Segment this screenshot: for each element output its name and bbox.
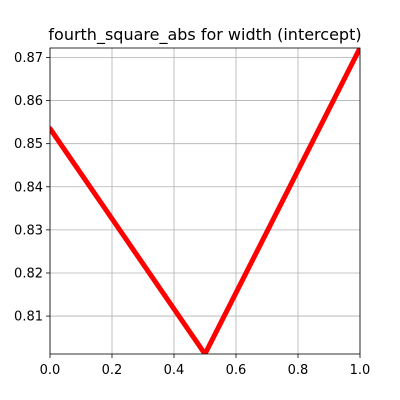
plot-frame bbox=[49, 47, 361, 355]
x-tick-label: 0.8 bbox=[288, 363, 309, 378]
x-tick-label: 0.6 bbox=[226, 363, 247, 378]
y-tick-label: 0.85 bbox=[14, 137, 43, 152]
x-tick-label: 1.0 bbox=[350, 363, 371, 378]
x-tick-label: 0.2 bbox=[102, 363, 123, 378]
x-tick-label: 0.0 bbox=[40, 363, 61, 378]
series-line bbox=[50, 48, 360, 354]
y-tick-label: 0.83 bbox=[14, 223, 43, 238]
y-tick-label: 0.84 bbox=[14, 180, 43, 195]
series-layer bbox=[50, 48, 360, 354]
y-tick-label: 0.87 bbox=[14, 51, 43, 66]
y-tick-label: 0.82 bbox=[14, 266, 43, 281]
y-tick-label: 0.81 bbox=[14, 310, 43, 325]
chart-title: fourth_square_abs for width (intercept) bbox=[48, 25, 361, 45]
x-tick-label: 0.4 bbox=[164, 363, 185, 378]
y-axis: 0.81 0.82 0.83 0.84 0.85 0.86 0.87 bbox=[14, 51, 50, 325]
x-axis: 0.0 0.2 0.4 0.6 0.8 1.0 bbox=[40, 354, 371, 378]
y-tick-label: 0.86 bbox=[14, 94, 43, 109]
